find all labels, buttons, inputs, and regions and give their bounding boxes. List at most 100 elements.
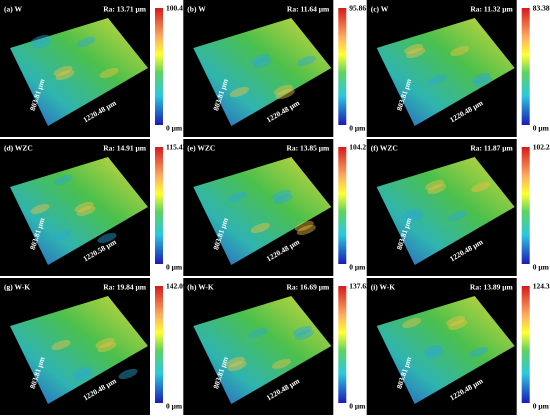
surface: [10, 18, 148, 126]
surface-texture: [423, 344, 443, 356]
panel-label: (a) W: [4, 5, 22, 14]
surface-texture: [402, 208, 422, 220]
surface-texture: [425, 179, 445, 191]
surface-texture: [446, 315, 466, 327]
surface: [193, 18, 332, 126]
surface-texture: [250, 53, 270, 65]
colorbar: [521, 147, 530, 264]
surface-texture: [296, 224, 316, 236]
ra-value: Ra: 11.64 μm: [287, 5, 330, 14]
colorbar: [521, 286, 530, 403]
surface: [376, 18, 515, 126]
colorbar-max: 102.24 μm: [533, 143, 550, 152]
colorbar-max: 142.09 μm: [166, 282, 200, 291]
ra-value: Ra: 19.84 μm: [103, 283, 147, 292]
colorbar-max: 115.42 μm: [166, 143, 199, 152]
colorbar: [338, 286, 347, 403]
surface-texture: [118, 368, 138, 380]
surface-texture: [51, 230, 71, 242]
surface-texture: [74, 201, 94, 213]
surface-texture: [53, 65, 73, 77]
surface-texture: [76, 36, 96, 48]
surface-texture: [271, 358, 291, 370]
surface-texture: [55, 69, 75, 81]
surface-texture: [273, 84, 293, 96]
colorbar-min: 0 μm: [166, 263, 183, 272]
surface-texture: [95, 337, 115, 349]
ra-value: Ra: 13.71 μm: [103, 5, 147, 14]
surface-texture: [32, 38, 52, 50]
surface: [376, 157, 515, 265]
surface: [10, 157, 148, 265]
panel-label: (b) W: [187, 5, 206, 14]
surface-texture: [448, 210, 468, 222]
colorbar: [338, 8, 347, 125]
panel-label: (f) WZC: [371, 144, 398, 153]
colorbar-max: 83.38 μm: [533, 4, 550, 13]
surface-texture: [53, 174, 73, 186]
surface-texture: [227, 360, 247, 372]
surface-texture: [97, 232, 117, 244]
colorbar-min: 0 μm: [533, 124, 550, 133]
surface-texture: [471, 181, 491, 193]
colorbar-min: 0 μm: [349, 402, 366, 411]
surface-texture: [250, 222, 270, 234]
surface-texture: [225, 356, 245, 368]
ra-value: Ra: 11.32 μm: [470, 5, 513, 14]
ra-value: Ra: 13.85 μm: [287, 144, 331, 153]
surface-texture: [72, 366, 92, 378]
surface-texture: [76, 205, 96, 217]
ra-value: Ra: 16.69 μm: [287, 283, 331, 292]
colorbar-min: 0 μm: [533, 263, 550, 272]
surface-texture: [402, 317, 422, 329]
surface-texture: [450, 45, 470, 57]
panel-label: (d) WZC: [4, 144, 33, 153]
ra-value: Ra: 11.87 μm: [470, 144, 513, 153]
surface-texture: [97, 341, 117, 353]
panel-label: (i) W-K: [371, 283, 396, 292]
colorbar-min: 0 μm: [533, 402, 550, 411]
surface-texture: [273, 193, 293, 205]
colorbar-min: 0 μm: [166, 402, 183, 411]
surface-texture: [427, 183, 447, 195]
colorbar: [155, 286, 163, 403]
surface: [193, 296, 332, 404]
colorbar-max: 95.86 μm: [349, 4, 379, 13]
colorbar-min: 0 μm: [349, 263, 366, 272]
surface-texture: [99, 67, 119, 79]
surface-texture: [227, 191, 247, 203]
surface-texture: [404, 212, 424, 224]
colorbar-max: 100.41 μm: [166, 4, 200, 13]
surface-texture: [471, 72, 491, 84]
surface-texture: [448, 319, 468, 331]
surface: [376, 296, 515, 404]
surface: [193, 157, 332, 265]
surface-texture: [473, 76, 493, 88]
colorbar: [155, 8, 163, 125]
surface-texture: [275, 88, 295, 100]
surface-texture: [469, 346, 489, 358]
surface-texture: [406, 47, 426, 59]
surface-texture: [30, 34, 50, 46]
colorbar: [521, 8, 530, 125]
panel-label: (c) W: [371, 5, 389, 14]
panel-label: (g) W-K: [4, 283, 30, 292]
surface-texture: [296, 55, 316, 67]
ra-value: Ra: 14.91 μm: [103, 144, 147, 153]
surface-texture: [30, 203, 50, 215]
panel-label: (e) WZC: [187, 144, 215, 153]
surface-texture: [271, 189, 291, 201]
surface-texture: [74, 370, 94, 382]
surface-texture: [292, 325, 312, 337]
ra-value: Ra: 13.89 μm: [470, 283, 514, 292]
